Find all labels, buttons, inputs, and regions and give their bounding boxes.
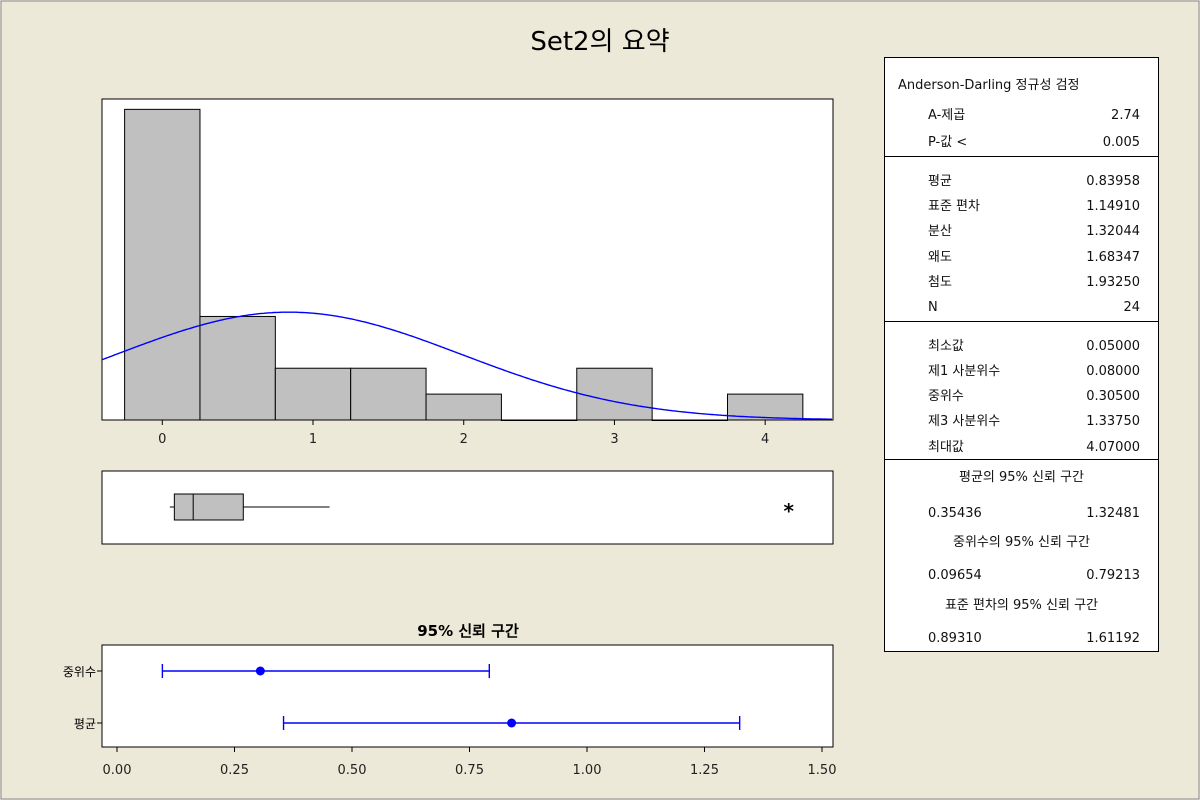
ci-tick-label: 0.25 — [220, 763, 249, 778]
p-value: 0.005 — [1102, 135, 1140, 150]
histogram-tick-label: 4 — [761, 432, 769, 447]
stats-panel: Anderson-Darling 정규성 검정 A-제곱 2.74 P-값 < … — [884, 57, 1159, 652]
stats-divider-3 — [885, 459, 1158, 460]
ci-row-label: 중위수 — [63, 665, 96, 679]
boxplot: * — [169, 493, 794, 523]
skewness-label: 왜도 — [928, 250, 952, 265]
stats-divider-1 — [885, 156, 1158, 157]
histogram-bar — [124, 108, 201, 421]
median-value: 0.30500 — [1086, 389, 1140, 404]
n-label: N — [928, 300, 938, 315]
skewness-value: 1.68347 — [1086, 250, 1140, 265]
kurtosis-value: 1.93250 — [1086, 275, 1140, 290]
histogram-x-ticks: 0 1 2 3 4 — [158, 420, 769, 447]
ci-mean-low: 0.35436 — [928, 506, 982, 521]
histogram-bar — [576, 367, 653, 421]
minimum-label: 최소값 — [928, 339, 964, 354]
ad-test-header: Anderson-Darling 정규성 검정 — [898, 78, 1080, 93]
stats-divider-2 — [885, 321, 1158, 322]
ci-row-label: 평균 — [74, 717, 96, 731]
q3-value: 1.33750 — [1086, 414, 1140, 429]
ci-tick-label: 0.00 — [103, 763, 132, 778]
stdev-value: 1.14910 — [1086, 199, 1140, 214]
q1-label: 제1 사분위수 — [928, 364, 1001, 379]
maximum-label: 최대값 — [928, 440, 964, 455]
q1-value: 0.08000 — [1086, 364, 1140, 379]
kurtosis-label: 첨도 — [928, 275, 952, 290]
ci-tick-label: 0.50 — [338, 763, 367, 778]
ci-sd-low: 0.89310 — [928, 631, 982, 646]
ci-sd-header: 표준 편차의 95% 신뢰 구간 — [944, 598, 1099, 613]
n-value: 24 — [1123, 300, 1140, 315]
variance-label: 분산 — [928, 224, 952, 239]
a-squared-value: 2.74 — [1111, 108, 1140, 123]
ci-median-high: 0.79213 — [1086, 568, 1140, 583]
a-squared-label: A-제곱 — [928, 108, 966, 123]
minimum-value: 0.05000 — [1086, 339, 1140, 354]
histogram-bar — [274, 367, 352, 421]
mean-label: 평균 — [928, 174, 952, 189]
ci-panel — [101, 644, 834, 748]
ci-tick-label: 0.75 — [455, 763, 484, 778]
main-title: Set2의 요약 — [530, 27, 669, 57]
histogram-bars — [124, 108, 804, 421]
maximum-value: 4.07000 — [1086, 440, 1140, 455]
ci-tick-label: 1.00 — [573, 763, 602, 778]
ci-panel-title: 95% 신뢰 구간 — [417, 622, 519, 640]
histogram-bar — [350, 367, 427, 421]
ci-mean-high: 1.32481 — [1086, 506, 1140, 521]
stdev-label: 표준 편차 — [928, 199, 980, 214]
histogram-tick-label: 2 — [460, 432, 468, 447]
boxplot-outlier: * — [783, 499, 794, 523]
ci-tick-label: 1.25 — [690, 763, 719, 778]
q3-label: 제3 사분위수 — [928, 414, 1001, 429]
ci-mean-header: 평균의 95% 신뢰 구간 — [958, 470, 1084, 485]
histogram-tick-label: 3 — [610, 432, 618, 447]
histogram-tick-label: 0 — [158, 432, 166, 447]
ci-median-header: 중위수의 95% 신뢰 구간 — [953, 535, 1090, 550]
ci-estimate-point — [507, 718, 517, 728]
histogram-bar — [425, 393, 502, 421]
histogram-tick-label: 1 — [309, 432, 317, 447]
histogram-bar — [199, 315, 276, 421]
p-value-label: P-값 < — [928, 135, 968, 150]
ci-x-ticks: 0.00 0.25 0.50 0.75 1.00 1.25 1.50 — [102, 746, 837, 778]
boxplot-box — [173, 493, 244, 521]
ci-median-low: 0.09654 — [928, 568, 982, 583]
ci-estimate-point — [255, 666, 265, 676]
variance-value: 1.32044 — [1086, 224, 1140, 239]
mean-value: 0.83958 — [1086, 174, 1140, 189]
median-label: 중위수 — [928, 389, 964, 404]
normal-fit-curve — [101, 311, 832, 420]
ci-tick-label: 1.50 — [808, 763, 837, 778]
ci-sd-high: 1.61192 — [1086, 631, 1140, 646]
